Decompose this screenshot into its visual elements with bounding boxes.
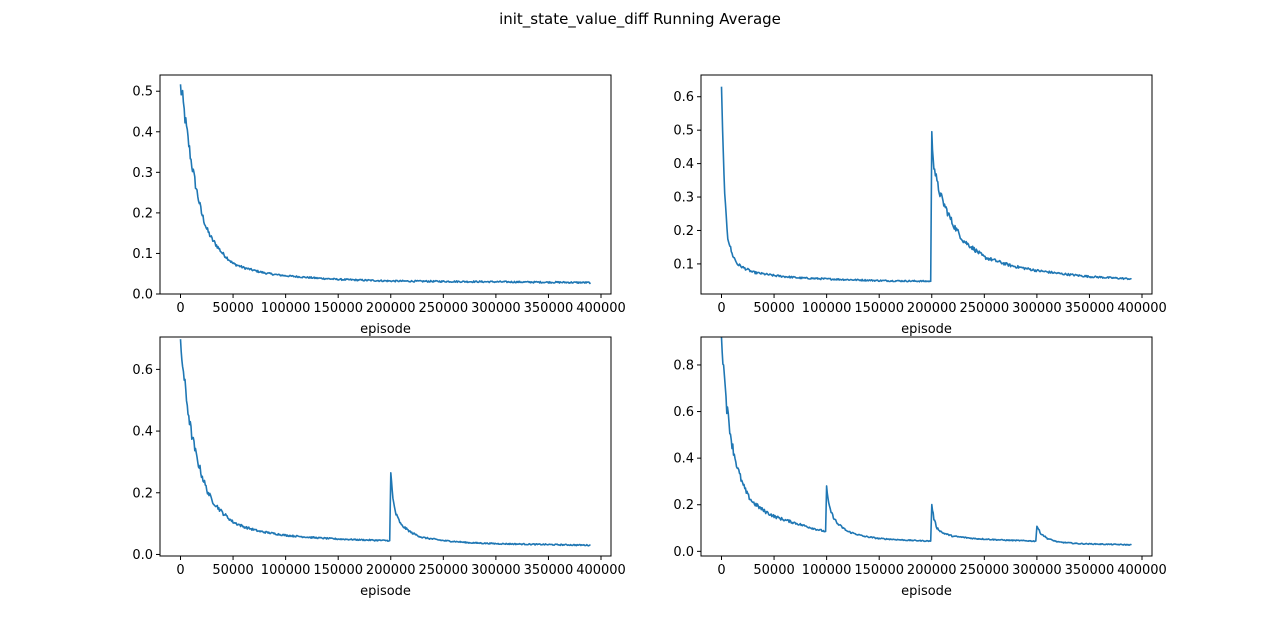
x-tick-label: 50000 <box>753 301 794 316</box>
x-tick-label: 250000 <box>419 301 469 316</box>
x-tick-label: 350000 <box>524 563 574 578</box>
subplots: 0 50000 100000 150000 200000 250000 300000 3500… <box>132 74 1167 599</box>
y-tick-label: 0.8 <box>673 358 694 373</box>
x-tick-label: 150000 <box>313 301 363 316</box>
axes-frame <box>700 74 1153 295</box>
figure-title: init_state_value_diff Running Average <box>499 10 781 29</box>
x-tick-label: 100000 <box>802 563 852 578</box>
series-line <box>179 84 592 285</box>
x-tick-label: 400000 <box>576 563 626 578</box>
subplot-2: 0 50000 100000 150000 200000 250000 300000 3500… <box>673 74 1167 337</box>
y-tick-label: 0.4 <box>673 452 694 467</box>
x-axis-label: episode <box>901 322 952 337</box>
y-tick-label: 0.2 <box>673 224 694 239</box>
y-tick-label: 0.0 <box>132 548 153 563</box>
x-tick-label: 250000 <box>419 563 469 578</box>
x-tick-label: 150000 <box>313 563 363 578</box>
x-tick-label: 350000 <box>524 301 574 316</box>
series-line <box>720 337 1132 546</box>
axes-frame <box>159 74 612 295</box>
x-tick-label: 200000 <box>907 563 957 578</box>
x-tick-label: 200000 <box>366 563 416 578</box>
y-tick-label: 0.4 <box>132 425 153 440</box>
x-tick-label: 200000 <box>366 301 416 316</box>
y-tick-label: 0.6 <box>673 405 694 420</box>
y-tick-label: 0.5 <box>673 124 694 139</box>
x-axis-label: episode <box>360 322 411 337</box>
x-tick-label: 0 <box>176 301 184 316</box>
y-tick-label: 0.1 <box>132 247 153 262</box>
axes-frame <box>159 336 612 557</box>
x-tick-label: 200000 <box>907 301 957 316</box>
subplot-3: 0 50000 100000 150000 200000 250000 300000 3500… <box>132 336 626 599</box>
x-tick-label: 0 <box>717 563 725 578</box>
x-axis-label: episode <box>360 584 411 599</box>
x-tick-label: 50000 <box>212 301 253 316</box>
y-tick-label: 0.5 <box>132 85 153 100</box>
subplot-4: 0 50000 100000 150000 200000 250000 300000 3500… <box>673 336 1167 599</box>
x-tick-label: 250000 <box>960 563 1010 578</box>
y-tick-label: 0.6 <box>132 363 153 378</box>
y-tick-label: 0.4 <box>673 157 694 172</box>
x-tick-label: 350000 <box>1065 563 1115 578</box>
x-tick-label: 250000 <box>960 301 1010 316</box>
x-tick-label: 150000 <box>854 301 904 316</box>
axes-frame <box>700 336 1153 557</box>
y-tick-label: 0.0 <box>132 288 153 303</box>
y-tick-label: 0.2 <box>132 486 153 501</box>
x-tick-label: 400000 <box>576 301 626 316</box>
x-tick-label: 300000 <box>471 301 521 316</box>
series-line <box>179 339 591 547</box>
x-tick-label: 100000 <box>802 301 852 316</box>
y-tick-label: 0.2 <box>132 206 153 221</box>
y-tick-label: 0.6 <box>673 90 694 105</box>
subplot-1: 0 50000 100000 150000 200000 250000 300000 3500… <box>132 74 626 337</box>
x-tick-label: 400000 <box>1117 301 1167 316</box>
x-tick-label: 100000 <box>261 301 311 316</box>
x-tick-label: 150000 <box>854 563 904 578</box>
x-tick-label: 300000 <box>1012 301 1062 316</box>
x-tick-label: 350000 <box>1065 301 1115 316</box>
x-tick-label: 50000 <box>753 563 794 578</box>
x-tick-label: 0 <box>717 301 725 316</box>
y-tick-label: 0.2 <box>673 498 694 513</box>
x-tick-label: 300000 <box>471 563 521 578</box>
x-tick-label: 400000 <box>1117 563 1167 578</box>
series-line <box>720 86 1132 283</box>
x-tick-label: 0 <box>176 563 184 578</box>
y-tick-label: 0.1 <box>673 257 694 272</box>
y-tick-label: 0.3 <box>673 191 694 206</box>
y-tick-label: 0.4 <box>132 125 153 140</box>
x-tick-label: 50000 <box>212 563 253 578</box>
x-tick-label: 300000 <box>1012 563 1062 578</box>
y-tick-label: 0.3 <box>132 166 153 181</box>
x-axis-label: episode <box>901 584 952 599</box>
y-tick-label: 0.0 <box>673 545 694 560</box>
x-tick-label: 100000 <box>261 563 311 578</box>
